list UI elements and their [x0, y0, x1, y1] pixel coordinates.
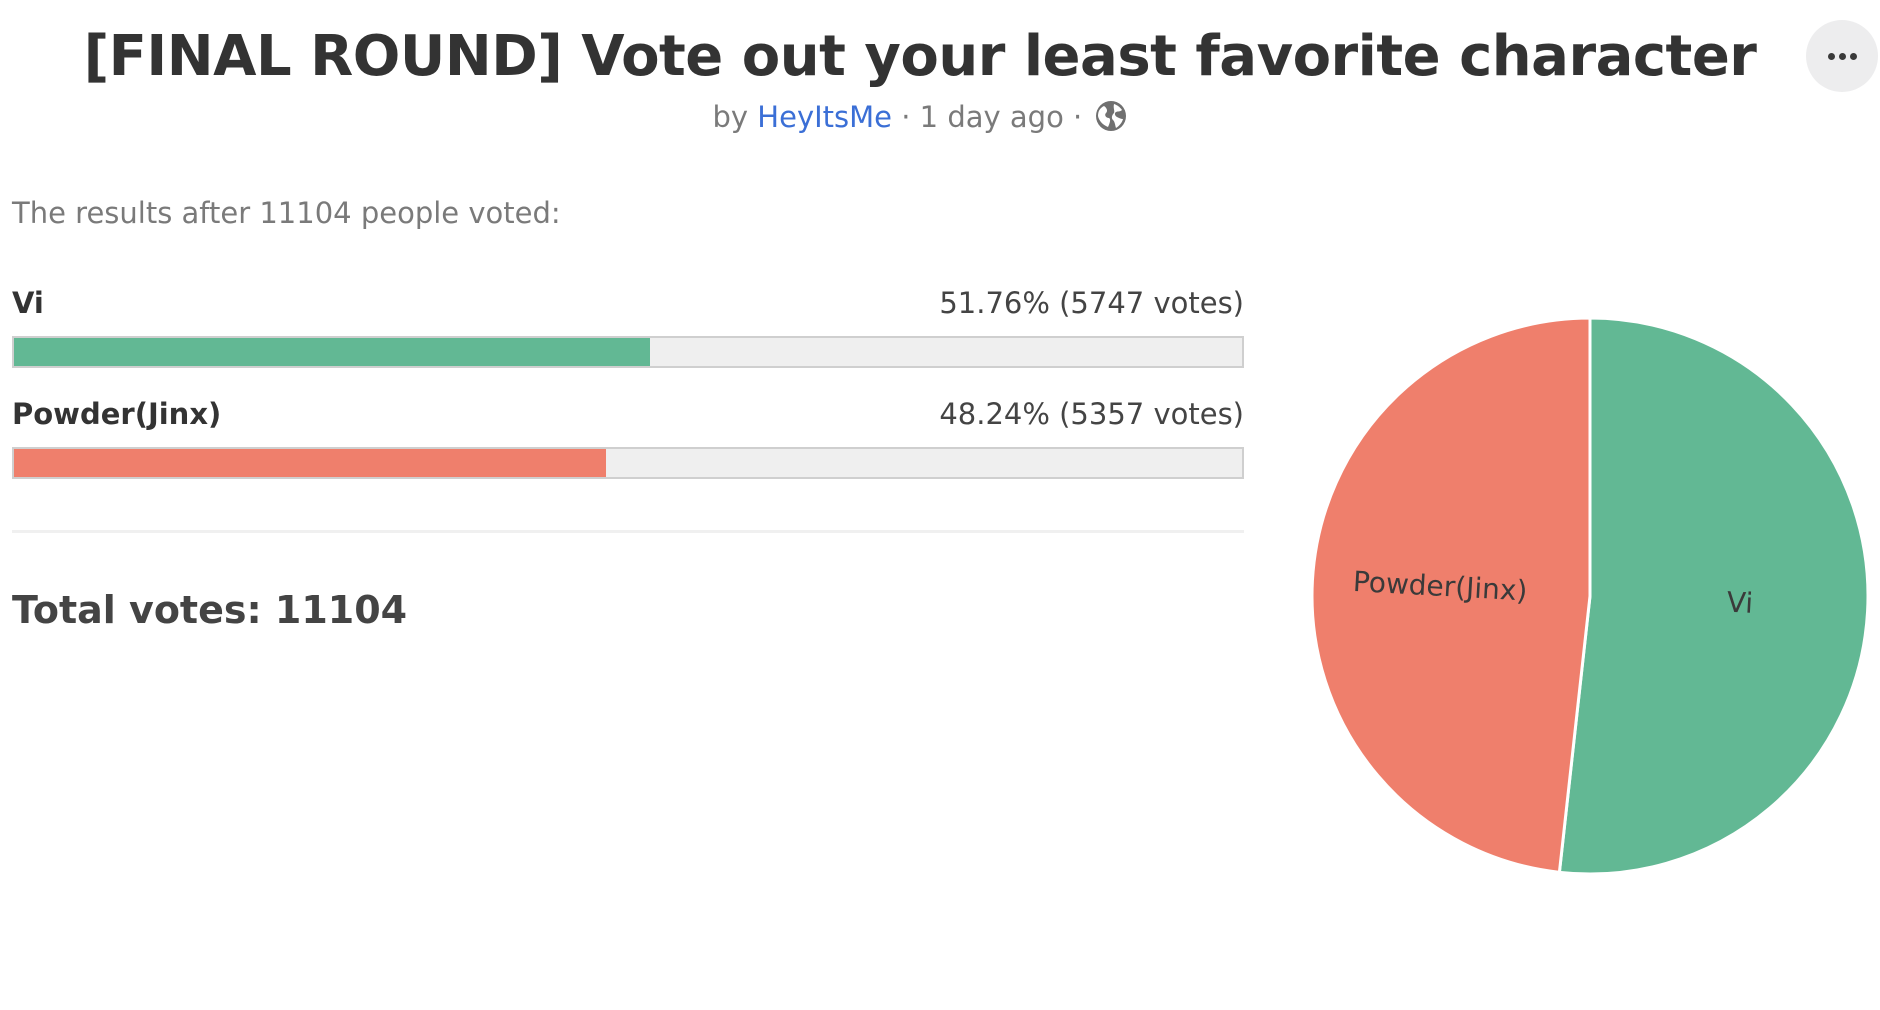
results-intro: The results after 11104 people voted:: [12, 196, 561, 230]
poll-age: 1 day ago: [919, 100, 1064, 134]
option-stat: 51.76% (5747 votes): [939, 286, 1244, 320]
total-votes: Total votes: 11104: [12, 588, 408, 632]
poll-option-vi: Vi 51.76% (5747 votes): [12, 286, 1244, 368]
divider: [12, 530, 1244, 533]
author-link[interactable]: HeyItsMe: [757, 100, 893, 134]
results-pie-chart: Vi Powder(Jinx): [1310, 316, 1870, 876]
poll-option-powder-jinx: Powder(Jinx) 48.24% (5357 votes): [12, 397, 1244, 479]
meta-separator: ·: [1073, 100, 1083, 134]
result-bar-fill: [14, 449, 607, 477]
result-bar-track: [12, 336, 1244, 368]
by-label: by: [712, 100, 749, 134]
poll-meta: by HeyItsMe · 1 day ago ·: [0, 100, 1840, 134]
globe-icon: [1095, 100, 1127, 132]
pie-slice-powder-jinx[interactable]: [1310, 316, 1592, 874]
meta-separator: ·: [901, 100, 911, 134]
option-stat: 48.24% (5357 votes): [939, 397, 1244, 431]
pie-label-vi: Vi: [1726, 586, 1754, 620]
result-bar-track: [12, 447, 1244, 479]
more-options-button[interactable]: [1806, 20, 1878, 92]
result-bar-fill: [14, 338, 650, 366]
option-name: Vi: [12, 286, 44, 320]
more-dots-icon: [1827, 52, 1835, 60]
pie-slice-vi[interactable]: [1557, 316, 1870, 876]
option-name: Powder(Jinx): [12, 397, 222, 431]
poll-title: [FINAL ROUND] Vote out your least favori…: [83, 24, 1757, 89]
